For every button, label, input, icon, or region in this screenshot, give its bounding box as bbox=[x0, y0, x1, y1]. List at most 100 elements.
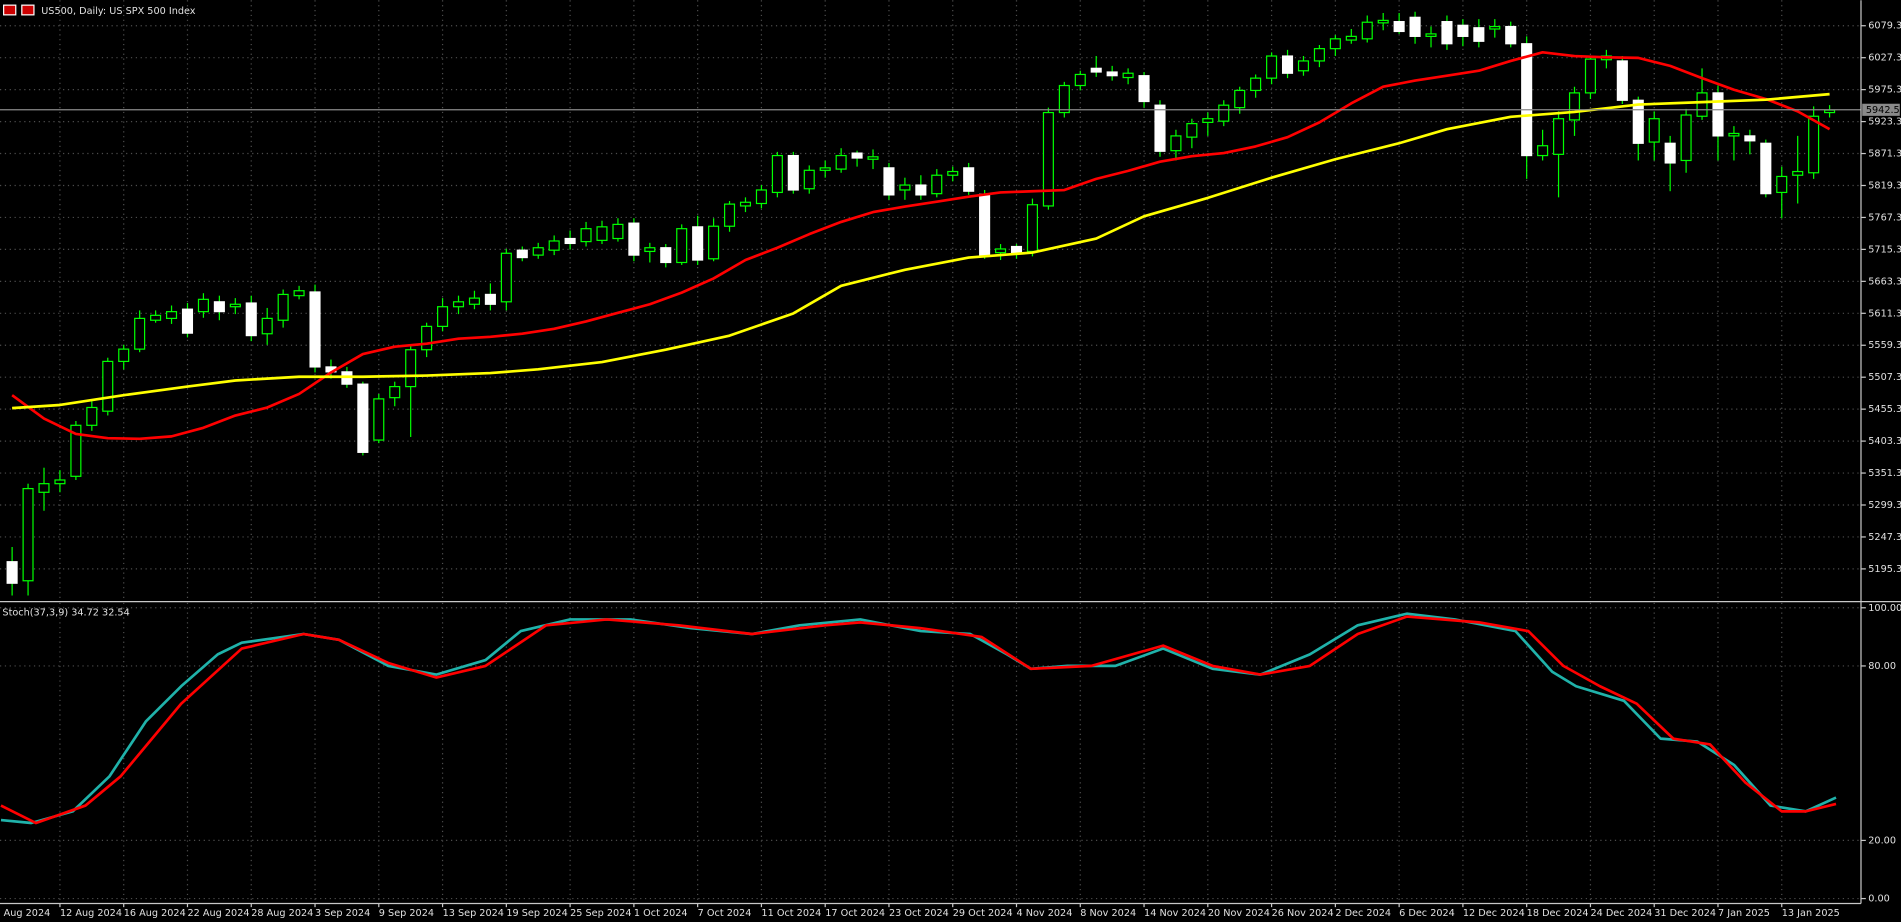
candle-body bbox=[723, 203, 736, 227]
y-tick-label: 5715.3 bbox=[1868, 244, 1901, 255]
candle-body bbox=[564, 237, 576, 245]
x-tick-label: 12 Dec 2024 bbox=[1463, 908, 1525, 919]
x-tick-label: 16 Aug 2024 bbox=[124, 908, 186, 919]
candle-body bbox=[1808, 115, 1820, 174]
y-tick-label: 5767.3 bbox=[1868, 212, 1901, 223]
candle-body bbox=[1202, 118, 1214, 123]
candle-body bbox=[1457, 24, 1469, 37]
candle-body bbox=[1313, 48, 1325, 62]
candle-body bbox=[1138, 75, 1150, 103]
candle-body bbox=[1250, 77, 1262, 92]
y-tick-label: 20.00 bbox=[1868, 835, 1896, 846]
candle-body bbox=[883, 167, 895, 196]
candle-body bbox=[803, 169, 815, 190]
x-tick-label: 12 Aug 2024 bbox=[60, 908, 122, 919]
y-tick-label: 5247.3 bbox=[1868, 532, 1901, 543]
candle-body bbox=[979, 193, 991, 256]
candle-body bbox=[739, 201, 752, 207]
candle-body bbox=[1186, 123, 1198, 138]
candle-body bbox=[1728, 132, 1740, 137]
y-tick-label: 80.00 bbox=[1868, 661, 1896, 672]
candle-body bbox=[1345, 35, 1357, 41]
x-tick-label: 28 Aug 2024 bbox=[251, 908, 313, 919]
candle-body bbox=[1297, 60, 1310, 72]
x-tick-label: 26 Nov 2024 bbox=[1272, 908, 1334, 919]
candle-body bbox=[1170, 135, 1182, 152]
candle-body bbox=[229, 303, 241, 308]
last-price-label: 5942.5 bbox=[1866, 105, 1900, 116]
x-tick-label: 11 Oct 2024 bbox=[761, 908, 821, 919]
candle-body bbox=[1776, 175, 1788, 194]
candle-body bbox=[1281, 55, 1294, 74]
candle-body bbox=[1361, 21, 1373, 40]
candle-body bbox=[516, 249, 528, 259]
candle-body bbox=[819, 167, 831, 171]
candle-body bbox=[1584, 58, 1596, 94]
indicator-line bbox=[0, 612, 1837, 825]
y-tick-label: 5975.3 bbox=[1868, 85, 1901, 96]
x-tick-label: 20 Nov 2024 bbox=[1208, 908, 1270, 919]
y-tick-label: 5403.3 bbox=[1868, 436, 1901, 447]
stochastic-panel bbox=[0, 612, 1837, 825]
x-tick-label: 19 Sep 2024 bbox=[506, 908, 567, 919]
candle-body bbox=[1792, 170, 1804, 176]
candle-body bbox=[548, 240, 560, 251]
candle-body bbox=[995, 248, 1007, 254]
candle-body bbox=[134, 317, 146, 350]
y-tick-label: 5299.3 bbox=[1868, 500, 1901, 511]
indicator-line bbox=[11, 50, 1831, 441]
candle-body bbox=[197, 298, 209, 313]
candle-body bbox=[1824, 109, 1836, 114]
x-tick-label: 24 Dec 2024 bbox=[1590, 908, 1652, 919]
candle-body bbox=[628, 222, 640, 256]
candle-body bbox=[421, 325, 433, 351]
x-tick-label: 25 Sep 2024 bbox=[570, 908, 631, 919]
x-tick-label: 13 Jan 2025 bbox=[1782, 908, 1840, 919]
candle-body bbox=[532, 247, 544, 256]
candle-body bbox=[1680, 114, 1692, 162]
candle-body bbox=[245, 302, 257, 337]
candle-body bbox=[150, 314, 162, 321]
candle-body bbox=[1537, 145, 1549, 157]
candle-body bbox=[1074, 73, 1086, 87]
y-tick-label: 6027.3 bbox=[1868, 53, 1901, 64]
y-tick-label: 5559.3 bbox=[1868, 340, 1901, 351]
x-tick-label: 2 Dec 2024 bbox=[1335, 908, 1391, 919]
y-tick-label: 5507.3 bbox=[1868, 372, 1901, 383]
candle-body bbox=[1042, 111, 1054, 207]
candle-body bbox=[596, 226, 608, 241]
y-tick-label: 5663.3 bbox=[1868, 276, 1901, 287]
candle-body bbox=[1521, 43, 1533, 157]
candle-body bbox=[1329, 38, 1341, 50]
candle-body bbox=[1234, 89, 1246, 109]
candle-body bbox=[165, 311, 178, 320]
candle-body bbox=[1696, 92, 1708, 117]
x-tick-label: 31 Dec 2024 bbox=[1654, 908, 1716, 919]
candle-body bbox=[1712, 92, 1724, 137]
candle-body bbox=[54, 479, 66, 485]
x-tick-label: 22 Aug 2024 bbox=[187, 908, 249, 919]
y-tick-label: 6079.3 bbox=[1868, 21, 1901, 32]
symbol-icon bbox=[21, 4, 35, 16]
candle-body bbox=[963, 167, 975, 192]
x-tick-label: 4 Nov 2024 bbox=[1017, 908, 1073, 919]
last-price-box bbox=[1862, 103, 1900, 116]
candle-body bbox=[405, 349, 417, 388]
candle-body bbox=[373, 398, 385, 441]
candle-body bbox=[899, 184, 911, 191]
x-tick-label: Aug 2024 bbox=[4, 908, 51, 919]
candle-body bbox=[1106, 71, 1118, 77]
x-tick-label: 14 Nov 2024 bbox=[1144, 908, 1206, 919]
candle-body bbox=[1632, 99, 1644, 144]
candle-body bbox=[580, 228, 592, 243]
x-tick-label: 9 Sep 2024 bbox=[379, 908, 434, 919]
x-tick-label: 7 Oct 2024 bbox=[698, 908, 752, 919]
candle-body bbox=[1154, 104, 1166, 152]
candle-body bbox=[1218, 104, 1230, 122]
candle-body bbox=[277, 293, 289, 321]
candle-body bbox=[1266, 55, 1278, 79]
candle-body bbox=[468, 297, 481, 305]
candle-body bbox=[1393, 21, 1405, 33]
candle-body bbox=[70, 424, 82, 477]
